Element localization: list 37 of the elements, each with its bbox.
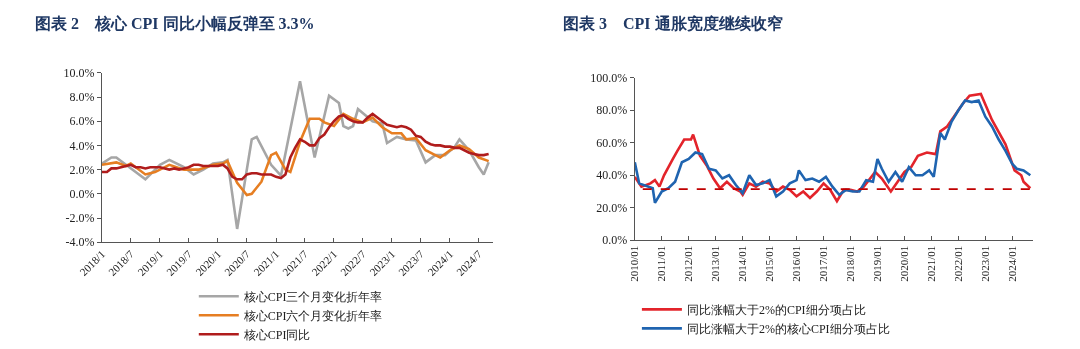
x-tick-label: 2018/01 xyxy=(844,245,857,282)
chart-title: 图表 2 核心 CPI 同比小幅反弹至 3.3% xyxy=(35,14,315,32)
x-tick-label: 2016/01 xyxy=(790,245,803,282)
legend-label: 核心CPI六个月变化折年率 xyxy=(242,308,383,323)
y-tick-label: 100.0% xyxy=(590,70,628,85)
x-tick-label: 2010/01 xyxy=(628,245,641,282)
x-tick-label: 2024/01 xyxy=(1005,245,1018,282)
y-tick-label: 80.0% xyxy=(596,103,628,118)
y-tick-label: 20.0% xyxy=(596,200,628,215)
x-tick-label: 2020/01 xyxy=(898,245,911,282)
y-tick-label: -2.0% xyxy=(65,211,95,226)
y-tick-label: 0.0% xyxy=(602,233,628,248)
y-tick-label: 0.0% xyxy=(69,187,95,202)
x-tick-label: 2022/01 xyxy=(951,245,964,282)
y-tick-label: 8.0% xyxy=(69,90,95,105)
x-tick-label: 2021/01 xyxy=(925,245,938,282)
y-tick-label: -4.0% xyxy=(65,235,95,250)
x-tick-label: 2015/01 xyxy=(763,245,776,282)
legend-label: 核心CPI三个月变化折年率 xyxy=(242,289,383,304)
legend-label: 同比涨幅大于2%的CPI细分项占比 xyxy=(686,303,866,318)
y-tick-label: 60.0% xyxy=(596,135,628,150)
y-tick-label: 6.0% xyxy=(69,114,95,129)
chart-title: 图表 3 CPI 通胀宽度继续收窄 xyxy=(563,14,783,32)
x-tick-label: 2023/01 xyxy=(978,245,991,282)
y-tick-label: 2.0% xyxy=(69,162,95,177)
legend-label: 核心CPI同比 xyxy=(242,327,311,342)
y-tick-label: 10.0% xyxy=(63,66,95,80)
y-tick-label: 4.0% xyxy=(69,138,95,153)
x-tick-label: 2017/01 xyxy=(817,245,830,282)
x-tick-label: 2011/01 xyxy=(655,245,668,282)
x-tick-label: 2019/01 xyxy=(871,245,884,282)
y-tick-label: 40.0% xyxy=(596,168,628,183)
legend-label: 同比涨幅大于2%的核心CPI细分项占比 xyxy=(686,322,890,337)
x-tick-label: 2013/01 xyxy=(709,245,722,282)
x-tick-label: 2012/01 xyxy=(682,245,695,282)
line-series xyxy=(102,112,490,181)
x-tick-label: 2014/01 xyxy=(736,245,749,282)
